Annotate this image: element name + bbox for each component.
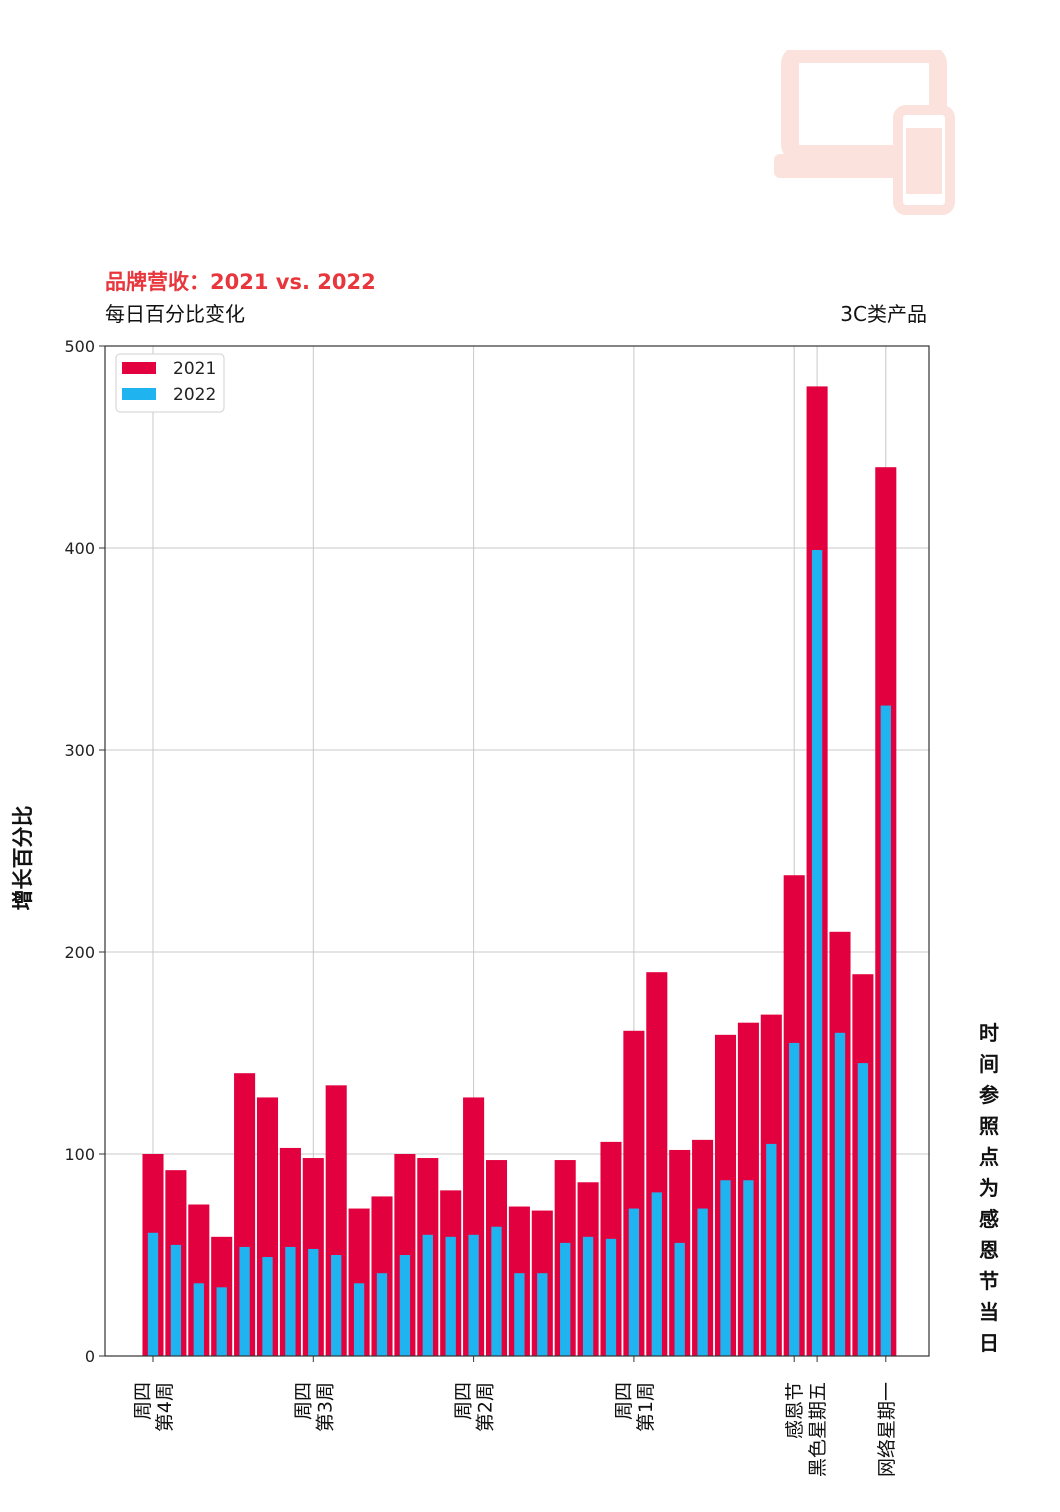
chart-subtitle: 每日百分比变化 xyxy=(105,302,245,326)
plot-frame xyxy=(104,345,930,1357)
bar-2022 xyxy=(514,1273,525,1356)
bar-2022 xyxy=(720,1180,731,1356)
bar-2022 xyxy=(628,1208,640,1356)
legend-label: 2022 xyxy=(173,385,216,405)
bar-2021 xyxy=(188,1204,210,1356)
bar-2021 xyxy=(646,972,668,1356)
chart-title: 品牌营收：2021 vs. 2022 xyxy=(105,270,376,294)
bar-2021 xyxy=(463,1097,485,1356)
bar-2022 xyxy=(239,1246,250,1356)
category-label: 3C类产品 xyxy=(840,302,927,326)
bar-2022 xyxy=(147,1232,159,1356)
bar-2022 xyxy=(399,1255,411,1356)
y-tick-label: 200 xyxy=(64,943,95,962)
bar-2022 xyxy=(651,1192,662,1356)
reference-note: 时间参照点为感恩节当日 xyxy=(979,1021,999,1355)
y-tick-label: 500 xyxy=(64,337,95,356)
x-tick-label: 网络星期一 xyxy=(876,1382,898,1477)
bar-2022 xyxy=(582,1236,594,1356)
bar-2022 xyxy=(857,1063,869,1356)
bar-2022 xyxy=(766,1143,777,1356)
bar-2021 xyxy=(325,1085,347,1356)
x-tick-label: 第1周 xyxy=(635,1382,657,1432)
bar-2022 xyxy=(262,1257,273,1356)
y-tick-label: 100 xyxy=(64,1145,95,1164)
bar-2021 xyxy=(256,1097,279,1356)
bar-2022 xyxy=(789,1042,800,1356)
bar-2022 xyxy=(537,1273,548,1356)
laptop-and-phone-icon xyxy=(774,50,955,215)
bar-2022 xyxy=(880,705,891,1356)
bar-2022 xyxy=(170,1244,182,1356)
legend-label: 2021 xyxy=(173,359,216,379)
x-tick-label: 周四 xyxy=(453,1382,475,1420)
bar-2022 xyxy=(560,1242,571,1356)
bar-2022 xyxy=(422,1234,433,1356)
bar-2021 xyxy=(623,1030,645,1356)
bar-2022 xyxy=(308,1248,319,1356)
x-tick-label: 周四 xyxy=(292,1382,314,1420)
y-tick-label: 400 xyxy=(64,539,95,558)
bar-2022 xyxy=(468,1234,479,1356)
legend-swatch xyxy=(122,362,156,374)
bar-2022 xyxy=(216,1287,227,1356)
bar-2022 xyxy=(697,1208,708,1356)
y-tick-label: 0 xyxy=(85,1347,95,1366)
plot-area xyxy=(105,346,929,1356)
x-tick-label: 周四 xyxy=(613,1382,635,1420)
x-tick-label: 感恩节 xyxy=(784,1382,806,1439)
y-tick-label: 300 xyxy=(64,741,95,760)
bar-2022 xyxy=(376,1273,388,1356)
bar-2022 xyxy=(491,1226,502,1356)
bar-2022 xyxy=(331,1255,342,1356)
legend-swatch xyxy=(122,388,156,400)
x-tick-label: 第2周 xyxy=(475,1382,497,1432)
x-tick-label: 黑色星期五 xyxy=(807,1382,829,1477)
bar-2021 xyxy=(234,1073,256,1356)
x-tick-label: 第4周 xyxy=(154,1382,176,1432)
bar-2022 xyxy=(353,1283,365,1356)
x-tick-label: 第3周 xyxy=(314,1382,336,1432)
bar-2022 xyxy=(605,1238,617,1356)
x-tick-label: 周四 xyxy=(132,1382,154,1420)
bar-2022 xyxy=(834,1032,846,1356)
bar-2022 xyxy=(674,1242,685,1356)
bar-2022 xyxy=(285,1246,296,1356)
bar-2022 xyxy=(743,1180,754,1356)
bar-2022 xyxy=(193,1283,204,1356)
bar-2022 xyxy=(811,550,823,1356)
bar-2021 xyxy=(348,1208,370,1356)
bar-2022 xyxy=(445,1236,456,1356)
